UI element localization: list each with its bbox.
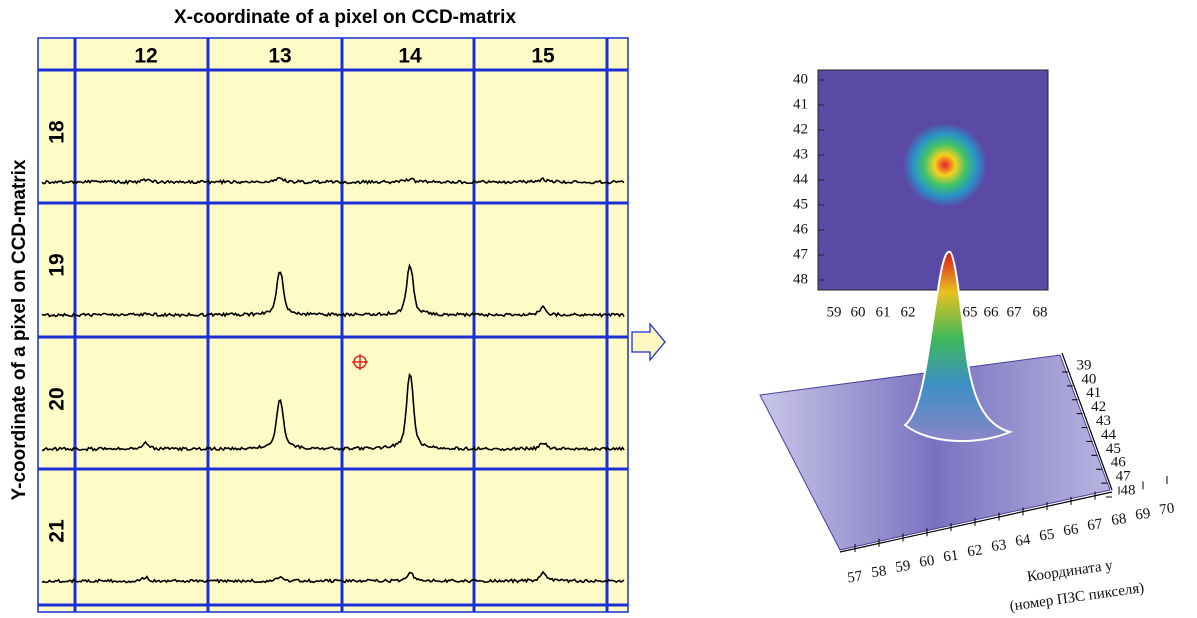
y-title: Y-coordinate of a pixel on CCD-matrix [9,159,30,500]
heatmap-y-tick: 44 [793,171,809,187]
heatmap-x-tick: 60 [851,304,866,320]
column-label: 14 [398,45,422,68]
heatmap-x-tick: 67 [1007,304,1023,320]
surface-x-label: 58 [870,563,887,581]
surface-depth-label: 42 [1091,399,1106,415]
heatmap-y-tick: 42 [793,121,808,137]
surface-x-label: 66 [1062,521,1080,539]
surface-depth-axis [1061,352,1113,491]
column-label: 12 [134,45,157,68]
surface-x-label: 63 [990,537,1007,555]
heatmap-x-tick: 62 [901,304,916,320]
surface-depth-label: 43 [1096,413,1111,429]
heatmap-y-tick: 41 [793,96,808,112]
surface-x-label: 61 [942,548,959,566]
heatmap-x-tick: 65 [963,304,978,320]
surface-x-label: 59 [894,558,911,576]
surface-depth-label: 41 [1086,385,1101,401]
row-label: 21 [46,519,69,543]
heatmap-y-tick: 48 [793,271,808,287]
heatmap-y-tick: 45 [793,196,808,212]
row-label: 19 [46,253,69,276]
surface-x-label: 60 [918,553,935,571]
surface-x-label: 70 [1158,500,1175,518]
signal-trace [41,176,625,186]
heatmap-y-tick: 43 [793,146,808,162]
surface-x-label: 57 [846,568,864,586]
cursor [352,354,368,370]
heatmap-y-tick: 47 [793,246,809,262]
surface-x-axis [839,491,1113,553]
surface-x-label: 62 [966,542,983,560]
column-label: 15 [531,45,555,68]
row-label: 20 [46,387,69,410]
signal-trace [41,570,625,584]
surface-depth-label: 44 [1101,427,1117,443]
surface-x-label: 67 [1086,516,1104,534]
heatmap-x-tick: 66 [984,304,1000,320]
surface-depth-label: 46 [1111,455,1127,471]
heatmap-spot [903,123,987,207]
signal-trace [41,372,625,452]
surface-depth-label: 39 [1077,357,1092,373]
column-label: 13 [268,45,291,68]
surface-depth-label: 40 [1081,371,1096,387]
heatmap-y-tick: 46 [793,221,809,237]
heatmap-x-tick: 61 [876,304,891,320]
row-label: 18 [46,120,69,144]
heatmap-x-tick: 59 [827,304,842,320]
surface-peak [903,250,1013,443]
surface-axis-sublabel: (номер ПЗС пикселя) [1009,580,1146,615]
cell-grid [38,38,628,612]
surface-depth-label: 47 [1116,469,1132,485]
surface-depth-label: 48 [1121,482,1136,498]
surface-x-label: 64 [1014,532,1032,550]
arrow [631,322,666,362]
surface-axis-label: Координата y [1026,557,1114,585]
x-title: X-coordinate of a pixel on CCD-matrix [174,7,516,28]
signal-trace [41,263,625,318]
surface-x-label: 65 [1038,527,1055,545]
heatmap-y-tick: 40 [793,71,808,87]
heatmap-x-tick: 68 [1033,304,1048,320]
surface-depth-label: 45 [1106,441,1121,457]
panel-background [37,37,629,613]
surface-x-label: 69 [1134,506,1151,524]
surface-x-label: 68 [1110,511,1127,529]
